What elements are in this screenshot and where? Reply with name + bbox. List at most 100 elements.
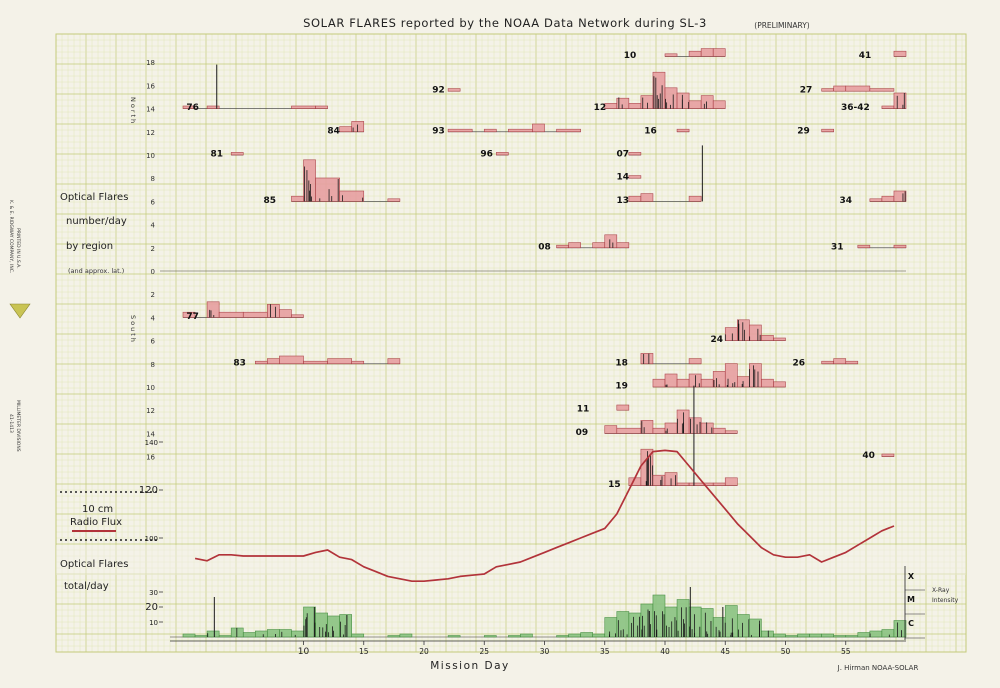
optical-label-line-3: by region xyxy=(66,241,113,252)
region-bar xyxy=(845,85,871,92)
region-bar xyxy=(315,177,340,202)
lat-tick-south-16: 16 xyxy=(146,454,155,462)
region-bar xyxy=(821,88,835,92)
total-bar xyxy=(592,633,606,638)
total-bar xyxy=(339,614,352,638)
region-bar xyxy=(893,50,907,57)
region-85: 85 xyxy=(263,159,401,206)
region-12: 12 xyxy=(594,71,726,113)
region-bar xyxy=(182,105,196,109)
region-label: 14 xyxy=(617,173,630,183)
south-label: South xyxy=(129,315,137,344)
region-92: 92 xyxy=(432,86,461,96)
region-bar xyxy=(712,482,726,486)
region-bar xyxy=(483,128,497,133)
x-tick-label-45: 45 xyxy=(720,647,730,656)
region-bar xyxy=(267,358,280,365)
region-bar xyxy=(893,244,907,249)
lat-tick-north-16: 16 xyxy=(146,82,155,90)
region-76: 76 xyxy=(182,103,328,113)
region-bar xyxy=(676,92,690,109)
region-bar xyxy=(761,378,774,388)
region-bar xyxy=(255,360,268,365)
region-bar xyxy=(821,360,835,365)
radio-label-line-2: Radio Flux xyxy=(70,517,122,528)
region-bar xyxy=(652,427,666,434)
region-label: 93 xyxy=(432,126,445,136)
total-bar xyxy=(267,629,280,638)
total-bar xyxy=(797,633,810,638)
region-bar xyxy=(724,430,738,434)
region-label: 19 xyxy=(615,382,628,392)
lat-tick-south-12: 12 xyxy=(146,407,155,415)
faded-band xyxy=(56,545,966,575)
region-label: 34 xyxy=(839,196,852,206)
region-label: 83 xyxy=(233,358,246,368)
region-bar xyxy=(303,360,328,365)
lat-tick-north-6: 6 xyxy=(151,198,156,206)
region-bar xyxy=(676,128,690,133)
region-16: 16 xyxy=(644,126,690,136)
region-bar xyxy=(339,190,365,202)
total-bar xyxy=(291,630,304,638)
total-bar xyxy=(869,630,883,638)
region-bar xyxy=(761,335,774,341)
total-bar xyxy=(218,635,232,638)
region-bar xyxy=(230,152,244,156)
radio-tick-140: 140 xyxy=(145,439,158,447)
publisher-logo xyxy=(9,303,31,319)
region-13: 13 xyxy=(617,193,702,206)
total-tick-20: 20 xyxy=(145,602,158,613)
region-bar xyxy=(821,128,835,133)
region-bar xyxy=(291,195,304,202)
region-bar xyxy=(387,198,401,202)
lat-tick-north-14: 14 xyxy=(146,106,155,114)
region-bar xyxy=(604,103,618,109)
region-bar xyxy=(676,378,690,388)
total-bar xyxy=(399,633,413,638)
total-bar xyxy=(194,635,208,638)
region-bar xyxy=(568,242,581,249)
region-bar xyxy=(845,360,859,365)
x-tick-label-35: 35 xyxy=(600,647,610,656)
region-bar xyxy=(700,422,714,434)
region-bar xyxy=(688,100,702,109)
xray-class-m: M xyxy=(907,595,915,604)
preliminary-note: (PRELIMINARY) xyxy=(754,21,810,30)
publisher-company: K. & E. RIDGWAY COMPANY, INC. xyxy=(8,200,14,273)
region-label: 18 xyxy=(615,358,628,368)
total-bar xyxy=(700,608,714,638)
region-14: 14 xyxy=(617,173,642,183)
region-bar xyxy=(640,353,654,365)
total-bar xyxy=(628,612,642,638)
region-bar xyxy=(628,195,642,202)
publisher-product: 41-1413 xyxy=(8,414,14,433)
region-bar xyxy=(749,363,762,388)
total-bar xyxy=(857,632,871,638)
lat-tick-south-6: 6 xyxy=(151,338,156,346)
total-bar xyxy=(604,617,618,638)
region-15: 15 xyxy=(608,448,738,490)
total-bar xyxy=(749,618,762,638)
region-bar xyxy=(206,105,220,109)
total-bar xyxy=(881,629,895,638)
region-label: 92 xyxy=(432,86,445,96)
region-label: 08 xyxy=(538,242,551,252)
region-label: 10 xyxy=(624,51,637,61)
region-bar xyxy=(616,242,630,249)
region-29: 29 xyxy=(797,126,835,136)
region-40: 40 xyxy=(862,451,895,461)
total-bar xyxy=(845,635,859,638)
region-label: 13 xyxy=(617,196,630,206)
region-bar xyxy=(218,311,244,318)
region-bar xyxy=(664,53,678,57)
region-bar xyxy=(833,85,847,92)
region-bar xyxy=(206,301,220,318)
region-bar xyxy=(724,363,738,388)
region-label: 07 xyxy=(617,150,630,160)
total-bar xyxy=(206,630,220,638)
lat-tick-north-18: 18 xyxy=(146,59,155,67)
region-bar xyxy=(688,482,714,486)
